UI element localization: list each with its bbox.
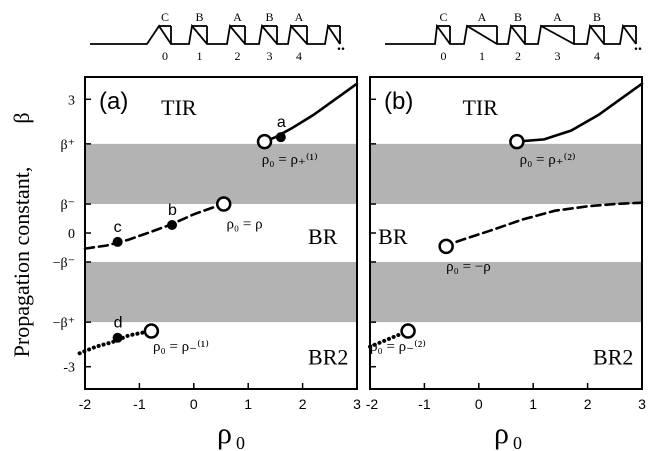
series-dotted: [77, 329, 153, 356]
sequence-letter: B: [265, 10, 273, 24]
annotation: ρ₀ = ρ: [226, 217, 262, 233]
y-tick-label: −β⁺: [53, 316, 75, 331]
annotation: ρ₀ = ρ₊⁽²⁾: [520, 151, 576, 168]
series-dotted: [368, 331, 405, 349]
x-axis-label-a-sub: 0: [236, 433, 245, 451]
region-label: BR2: [308, 344, 348, 369]
region-label: TIR: [462, 95, 498, 120]
open-endpoint: [143, 323, 160, 339]
sequence-number: 1: [197, 49, 203, 63]
point-label: d: [114, 315, 123, 332]
y-tick-label: β⁺: [60, 138, 75, 153]
x-axis-label-b-sub: 0: [513, 433, 522, 451]
sequence-letter: B: [195, 10, 203, 24]
open-endpoint: [400, 323, 416, 339]
sequence-number: 3: [267, 49, 273, 63]
panel-a: -2 -1 0 1 2 3 3 β⁺ β⁻ 0 −β⁻ −β⁺ -3 TIR BR BR2 (a) ρ₀ = ρ₊…: [53, 10, 362, 412]
sequence-letter: B: [514, 10, 522, 24]
series-dashed: [83, 202, 225, 250]
y-tick-label: -3: [63, 361, 75, 376]
region-label: BR: [308, 224, 338, 249]
sequence-profile: [90, 23, 341, 45]
y-tick-label: 0: [68, 227, 75, 242]
sequence-letter: B: [593, 10, 601, 24]
sequence-profile: [385, 23, 637, 45]
annotation: ρ₀ = ρ₊⁽¹⁾: [262, 151, 318, 168]
band-gap: [370, 261, 642, 323]
x-tick-label: 0: [475, 396, 483, 412]
x-tick-label: -1: [133, 396, 146, 412]
sequence-number: 3: [555, 49, 561, 63]
sequence-letter: A: [478, 10, 487, 24]
point-d: [112, 332, 123, 343]
open-endpoint: [215, 196, 232, 212]
open-endpoint: [438, 238, 454, 255]
x-tick-label: -2: [79, 396, 92, 412]
x-tick-label: 2: [299, 396, 307, 412]
point-label: b: [168, 202, 177, 219]
x-tick-label: 2: [584, 396, 592, 412]
region-label: BR: [378, 224, 408, 249]
sequence-number: 1: [479, 49, 485, 63]
panel-label: (b): [384, 88, 413, 115]
x-tick-label: 1: [529, 396, 537, 412]
y-axis-label: Propagation constant, β: [9, 112, 34, 357]
sequence-number: 0: [162, 49, 168, 63]
sequence-letter: C: [161, 10, 169, 24]
y-tick-label: β⁻: [60, 198, 75, 213]
sequence-letter: A: [295, 10, 304, 24]
open-endpoint: [256, 133, 273, 150]
x-tick-label: 3: [353, 396, 361, 412]
point-label: c: [114, 219, 122, 236]
sequence-diagram: C 0 B 1 A 2 B 3 A 4..: [90, 10, 345, 63]
panel-b: -1 0 1 2 3 -2 TIR BR BR2 (b) ρ₀ = ρ₊⁽²⁾ ρ₀ = −ρ ρ₀ =…: [366, 10, 646, 412]
y-axis-label-text: Propagation constant,: [9, 167, 34, 358]
point-a: [275, 132, 286, 143]
sequence-number: 0: [441, 49, 447, 63]
region-label: BR2: [593, 344, 633, 369]
x-tick-label: 3: [638, 396, 646, 412]
x-tick-label: -1: [418, 396, 431, 412]
x-axis-label-a: ρ 0: [217, 417, 245, 451]
x-tick-label: 0: [190, 396, 198, 412]
series-solid: [515, 82, 644, 143]
region-label: TIR: [161, 95, 197, 120]
y-axis-label-symbol: β: [9, 112, 34, 123]
annotation: ρ₀ = ρ₋⁽¹⁾: [153, 338, 209, 355]
annotation: ρ₀ = −ρ: [446, 259, 491, 275]
panel-label: (a): [99, 88, 128, 115]
sequence-number: 2: [515, 49, 521, 63]
x-axis-label-b: ρ 0: [494, 417, 522, 451]
annotation: ρ₀ = ρ₋⁽²⁾: [370, 338, 426, 355]
open-endpoint: [509, 133, 525, 150]
sequence-letter: C: [439, 10, 447, 24]
sequence-dots: ..: [337, 37, 345, 54]
point-label: a: [277, 114, 286, 131]
sequence-dots: ..: [634, 37, 642, 54]
point-b: [167, 219, 178, 230]
x-axis-label-b-rho: ρ: [494, 417, 509, 450]
sequence-number: 2: [235, 49, 241, 63]
x-tick-label: -2: [366, 396, 379, 412]
point-c: [112, 236, 123, 247]
sequence-number: 4: [594, 49, 600, 63]
series-solid: [263, 82, 359, 143]
sequence-letter: A: [553, 10, 562, 24]
band-gap: [85, 261, 357, 323]
sequence-diagram: C 0 A 1 B 2 A 3 B 4..: [385, 10, 642, 63]
x-tick-label: 1: [244, 396, 252, 412]
y-tick-label: 3: [68, 93, 75, 108]
y-tick-label: −β⁻: [53, 256, 75, 271]
band-gap: [370, 143, 642, 205]
sequence-letter: A: [233, 10, 242, 24]
band-gap: [85, 143, 357, 205]
x-axis-label-a-rho: ρ: [217, 417, 232, 450]
series-dashed: [442, 201, 644, 248]
sequence-number: 4: [296, 49, 302, 63]
